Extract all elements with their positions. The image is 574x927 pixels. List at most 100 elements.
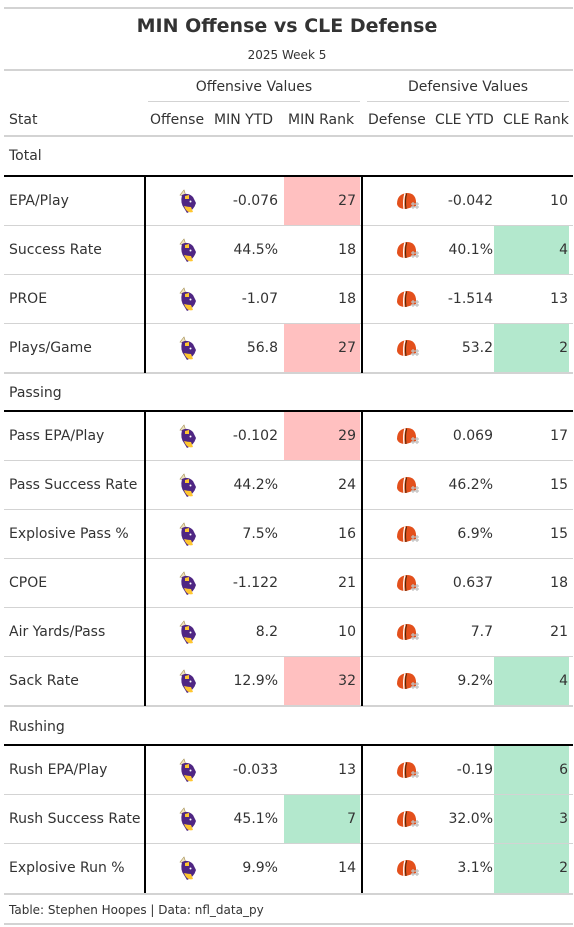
table-row: Success Rate 44.5% 18 40.1% 4 (4, 226, 573, 275)
group-rule-passing (4, 410, 573, 412)
browns-helmet-icon (394, 758, 420, 784)
table-footer: Table: Stephen Hoopes | Data: nfl_data_p… (9, 903, 264, 917)
vikings-logo-icon (175, 758, 201, 784)
row-divider (4, 460, 573, 461)
row-divider (4, 656, 573, 657)
cle-ytd-value: 0.637 (452, 575, 493, 591)
cle-ytd-value: 46.2% (448, 477, 493, 493)
min-rank-value: 32 (338, 673, 356, 689)
cle-rank-value: 4 (559, 673, 568, 689)
cle-rank-value: 2 (559, 340, 568, 356)
cle-ytd-value: 3.1% (457, 860, 493, 876)
column-divider (144, 175, 146, 373)
defensive-values-spanner: Defensive Values (407, 79, 529, 95)
cle-rank-value: 15 (550, 477, 568, 493)
cle-ytd-value: 53.2 (461, 340, 493, 356)
table-row: PROE -1.07 18 -1.514 13 (4, 275, 573, 324)
cle-rank-highlight (494, 324, 569, 373)
footer-rule (4, 923, 573, 925)
min-rank-value: 27 (338, 340, 356, 356)
min-ytd-value: -0.076 (232, 193, 278, 209)
cle-rank-value: 2 (559, 860, 568, 876)
min-rank-value: 18 (338, 242, 356, 258)
browns-helmet-icon (394, 669, 420, 695)
row-divider (4, 794, 573, 795)
column-divider (144, 410, 146, 706)
stat-label: CPOE (9, 575, 48, 591)
min-rank-value: 27 (338, 193, 356, 209)
min-rank-value: 10 (338, 624, 356, 640)
vikings-logo-icon (175, 287, 201, 313)
min-rank-highlight (284, 177, 360, 226)
cle-rank-value: 15 (550, 526, 568, 542)
column-header-rule (4, 135, 573, 137)
cle-ytd-value: 9.2% (457, 673, 493, 689)
column-header-offense: Offense (150, 112, 205, 128)
vikings-logo-icon (175, 571, 201, 597)
vikings-logo-icon (175, 669, 201, 695)
cle-ytd-value: 6.9% (457, 526, 493, 542)
top-rule (4, 7, 573, 9)
min-ytd-value: 44.2% (233, 477, 278, 493)
group-end-rule (4, 372, 573, 374)
cle-rank-value: 4 (559, 242, 568, 258)
group-rule-rushing (4, 744, 573, 746)
group-label-passing: Passing (9, 385, 62, 401)
vikings-logo-icon (175, 856, 201, 882)
column-header-stat: Stat (9, 112, 38, 128)
browns-helmet-icon (394, 336, 420, 362)
min-ytd-value: 45.1% (233, 811, 278, 827)
table-row: Air Yards/Pass 8.2 10 7.7 21 (4, 608, 573, 657)
row-divider (4, 607, 573, 608)
column-header-min-ytd: MIN YTD (214, 112, 274, 128)
cle-ytd-value: 7.7 (470, 624, 493, 640)
cle-ytd-value: -1.514 (447, 291, 493, 307)
stat-label: Rush Success Rate (9, 811, 141, 827)
min-rank-highlight (284, 657, 360, 706)
vikings-logo-icon (175, 473, 201, 499)
vikings-logo-icon (175, 336, 201, 362)
min-ytd-value: 8.2 (255, 624, 278, 640)
min-rank-highlight (284, 795, 360, 844)
stat-label: Air Yards/Pass (9, 624, 106, 640)
cle-rank-value: 17 (550, 428, 568, 444)
row-divider (4, 843, 573, 844)
browns-helmet-icon (394, 856, 420, 882)
cle-rank-highlight (494, 795, 569, 844)
column-divider (361, 744, 363, 893)
table-row: CPOE -1.122 21 0.637 18 (4, 559, 573, 608)
min-rank-value: 14 (338, 860, 356, 876)
stat-label: Explosive Pass % (9, 526, 129, 542)
column-divider (361, 175, 363, 373)
group-label-rushing: Rushing (9, 719, 65, 735)
browns-helmet-icon (394, 807, 420, 833)
cle-ytd-value: -0.042 (447, 193, 493, 209)
group-label-total: Total (9, 148, 42, 164)
min-ytd-value: -1.122 (232, 575, 278, 591)
stat-label: Pass EPA/Play (9, 428, 105, 444)
browns-helmet-icon (394, 189, 420, 215)
group-rule-total (4, 175, 573, 177)
table-row: Sack Rate 12.9% 32 9.2% 4 (4, 657, 573, 706)
cle-rank-value: 21 (550, 624, 568, 640)
offensive-values-spanner: Offensive Values (195, 79, 313, 95)
stat-label: Plays/Game (9, 340, 92, 356)
browns-helmet-icon (394, 620, 420, 646)
stat-label: Rush EPA/Play (9, 762, 108, 778)
stat-label: Explosive Run % (9, 860, 125, 876)
browns-helmet-icon (394, 473, 420, 499)
table-row: Rush Success Rate 45.1% 7 32.0% 3 (4, 795, 573, 844)
min-rank-value: 29 (338, 428, 356, 444)
min-ytd-value: -1.07 (241, 291, 278, 307)
cle-rank-value: 13 (550, 291, 568, 307)
browns-helmet-icon (394, 522, 420, 548)
cle-rank-value: 18 (550, 575, 568, 591)
table-row: Plays/Game 56.8 27 53.2 2 (4, 324, 573, 373)
cle-ytd-value: 0.069 (452, 428, 493, 444)
offensive-spanner-line (148, 101, 360, 102)
browns-helmet-icon (394, 287, 420, 313)
row-divider (4, 509, 573, 510)
row-divider (4, 558, 573, 559)
column-divider (361, 410, 363, 706)
